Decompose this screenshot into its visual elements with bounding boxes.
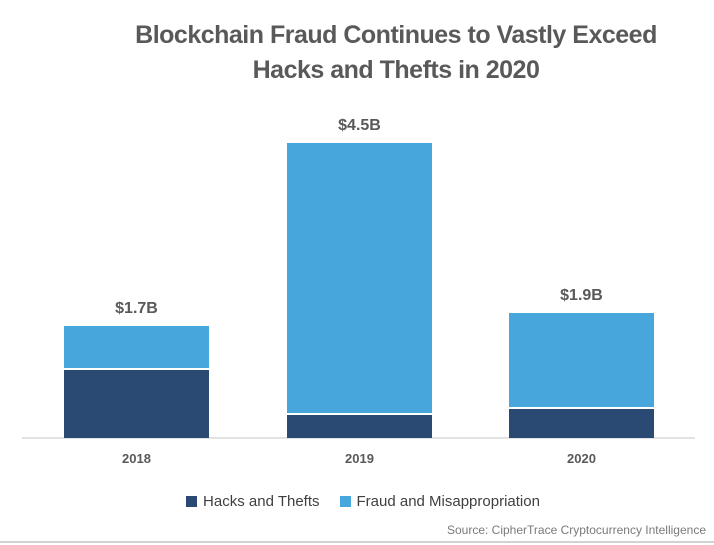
segment-divider-2020: [509, 407, 654, 409]
x-axis-tick-label-2018: 2018: [122, 451, 151, 466]
source-credit: Source: CipherTrace Cryptocurrency Intel…: [446, 523, 706, 537]
chart-title-line1: Blockchain Fraud Continues to Vastly Exc…: [135, 21, 657, 49]
legend-item-hacks: Hacks and Thefts: [186, 493, 320, 510]
bar-stack-2020: [509, 313, 654, 438]
chart-title-line2: Hacks and Thefts in 2020: [252, 56, 540, 84]
legend-label-hacks: Hacks and Thefts: [203, 493, 320, 510]
fraud-segment-2018: [64, 326, 209, 368]
fraud-segment-2020: [509, 313, 654, 407]
legend-item-fraud: Fraud and Misappropriation: [339, 493, 540, 510]
bar-total-label-2018: $1.7B: [115, 300, 158, 317]
bar-total-label-2020: $1.9B: [560, 287, 603, 304]
fraud-swatch-icon: [339, 496, 351, 507]
chart-title: Blockchain Fraud Continues to Vastly Exc…: [76, 18, 714, 88]
x-axis-tick-label-2019: 2019: [345, 451, 374, 466]
x-axis-line: [22, 437, 695, 439]
hacks-segment-2019: [287, 415, 432, 438]
legend: Hacks and Thefts Fraud and Misappropriat…: [0, 494, 714, 509]
hacks-swatch-icon: [186, 496, 198, 507]
segment-divider-2019: [287, 413, 432, 415]
bar-stack-2018: [64, 326, 209, 438]
bottom-border-line: [0, 541, 714, 543]
hacks-segment-2018: [64, 370, 209, 438]
hacks-segment-2020: [509, 409, 654, 438]
bar-total-label-2019: $4.5B: [338, 117, 381, 134]
bar-stack-2019: [287, 143, 432, 438]
legend-label-fraud: Fraud and Misappropriation: [356, 493, 540, 510]
segment-divider-2018: [64, 368, 209, 370]
x-axis-tick-label-2020: 2020: [567, 451, 596, 466]
fraud-segment-2019: [287, 143, 432, 413]
